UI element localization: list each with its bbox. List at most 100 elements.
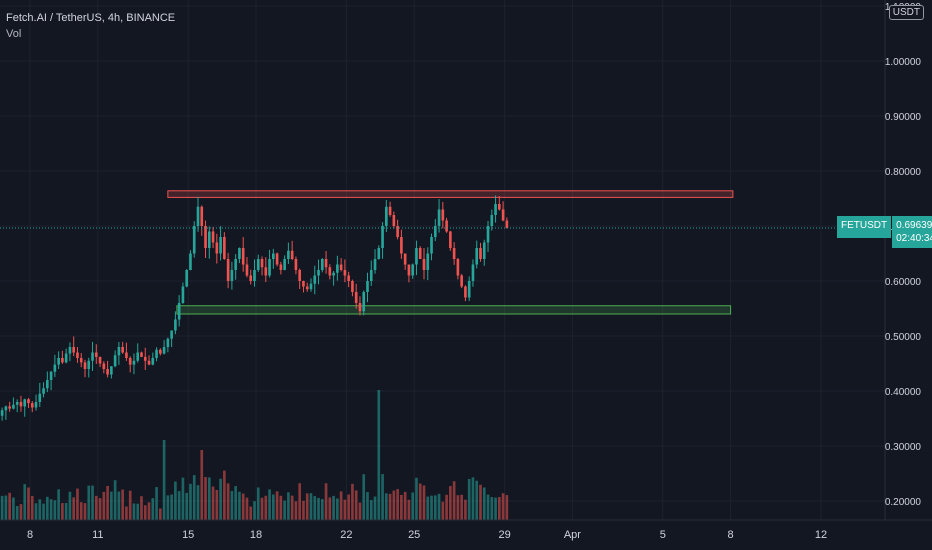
candle-body — [407, 264, 411, 276]
volume-bar — [260, 497, 264, 520]
volume-bar — [388, 493, 392, 520]
candle-body — [230, 270, 234, 281]
volume-bar — [128, 490, 132, 520]
volume-bar — [177, 491, 181, 520]
candle-body — [215, 242, 219, 254]
candle-body — [42, 388, 45, 394]
volume-bar — [121, 489, 124, 520]
volume-bar — [309, 493, 313, 520]
candle-body — [0, 410, 4, 416]
volume-label: Vol — [6, 28, 22, 40]
volume-bar — [305, 493, 309, 520]
candle-body — [422, 259, 426, 270]
volume-bar — [464, 499, 467, 520]
volume-bar — [449, 486, 452, 520]
volume-bar — [467, 479, 471, 520]
candle-body — [64, 353, 68, 363]
volume-bar — [238, 491, 241, 520]
candle-body — [200, 206, 204, 226]
volume-bar — [479, 484, 482, 520]
volume-bar — [433, 495, 437, 520]
time-axis[interactable]: 8 11 15 18 22 25 29 Apr 5 8 12 — [27, 529, 827, 541]
candle-body — [354, 292, 358, 303]
candle-body — [226, 259, 230, 281]
candle-body — [467, 281, 471, 298]
volume-bar — [373, 496, 377, 520]
time-tick-label: 11 — [92, 529, 103, 541]
volume-bar — [64, 502, 68, 520]
volume-bar — [362, 474, 366, 520]
candle-body — [403, 253, 407, 265]
candle-body — [471, 264, 475, 281]
candle-body — [396, 226, 399, 237]
candle-body — [106, 369, 109, 375]
candle-body — [49, 371, 53, 380]
volume-bar — [245, 497, 249, 520]
candle-body — [166, 338, 170, 347]
candle-body — [430, 237, 433, 254]
candle-body — [15, 402, 19, 405]
candle-body — [279, 264, 283, 270]
candle-body — [125, 352, 128, 358]
volume-bar — [19, 504, 23, 520]
candle-body — [249, 275, 253, 281]
volume-bar — [452, 481, 456, 520]
volume-bar — [283, 500, 286, 520]
volume-bar — [132, 503, 136, 520]
volume-bar — [471, 477, 475, 520]
candle-body — [490, 215, 494, 226]
price-tick-label: 0.80000 — [885, 167, 922, 178]
volume-bar — [253, 501, 256, 520]
candle-body — [317, 270, 320, 276]
volume-bar — [226, 483, 230, 520]
volume-bar — [219, 478, 222, 520]
candle-body — [162, 347, 166, 354]
candle-body — [494, 204, 497, 215]
volume-bar — [456, 495, 460, 520]
volume-bar — [91, 485, 94, 520]
volume-bar — [302, 500, 305, 520]
candle-body — [362, 292, 366, 312]
price-tick-label: 0.90000 — [885, 112, 922, 123]
candle-body — [268, 259, 271, 276]
volume-bar — [230, 490, 234, 520]
candle-body — [98, 356, 102, 364]
volume-bar — [76, 488, 79, 520]
price-tick-label: 0.20000 — [885, 497, 922, 508]
volume-bar — [68, 491, 72, 520]
volume-bar — [42, 503, 45, 520]
volume-bar — [279, 495, 283, 520]
volume-bar — [358, 502, 362, 520]
candle-body — [72, 347, 76, 353]
volume-bar — [46, 496, 49, 520]
candle-body — [143, 356, 147, 361]
volume-bar — [486, 494, 490, 520]
volume-bar — [392, 490, 396, 520]
currency-badge[interactable]: USDT — [888, 5, 924, 20]
candle-body — [174, 319, 177, 331]
volume-bar — [422, 485, 426, 520]
symbol-title: Fetch.AI / TetherUS, 4h, BINANCE — [6, 12, 176, 24]
volume-bar — [377, 390, 381, 520]
candle-body — [498, 204, 501, 210]
time-tick-label: 22 — [340, 529, 352, 541]
volume-bar — [324, 483, 328, 520]
volume-bar — [155, 487, 158, 520]
candle-body — [140, 352, 143, 357]
candle-body — [486, 226, 490, 243]
price-tick-label: 0.60000 — [885, 277, 922, 288]
price-tag-countdown: 02:40:34 — [896, 233, 932, 244]
candle-body — [136, 352, 140, 361]
candle-body — [117, 347, 121, 356]
candle-body — [91, 352, 94, 361]
price-tick-label: 1.00000 — [885, 57, 922, 68]
candle-body — [61, 358, 64, 363]
candle-body — [290, 250, 294, 259]
time-tick-label: 29 — [498, 529, 510, 541]
volume-bar — [196, 485, 200, 520]
candle-body — [415, 248, 418, 265]
candle-body — [475, 248, 479, 265]
candle-body — [320, 259, 324, 270]
